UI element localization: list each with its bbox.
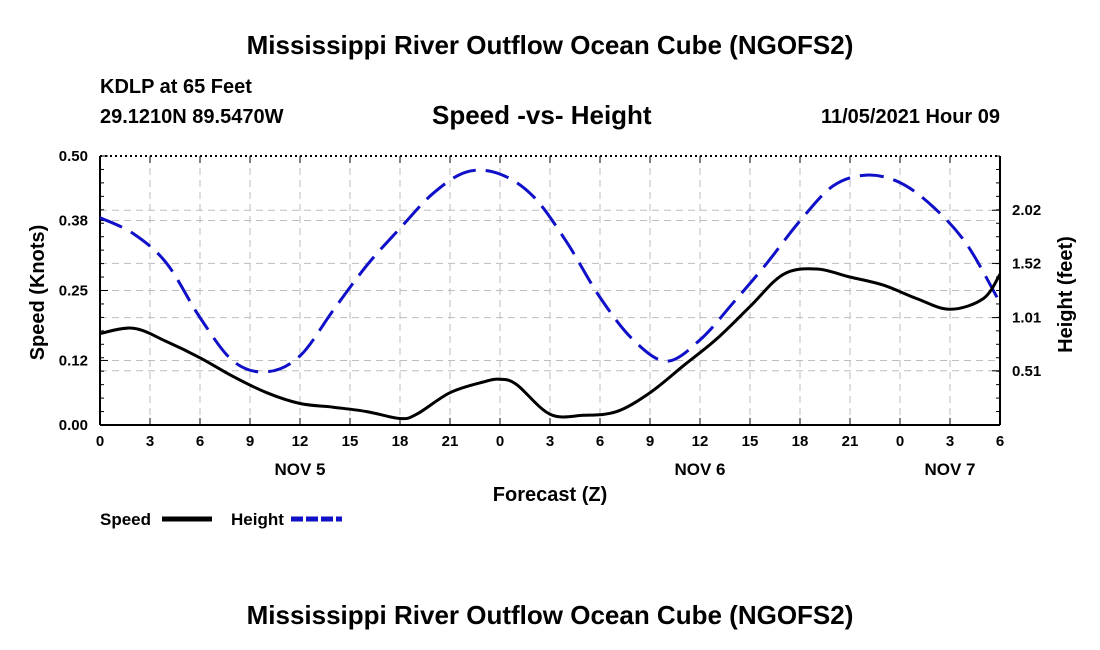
x-date-label: NOV 5 <box>274 460 325 479</box>
chart-subtitle: Speed -vs- Height <box>432 100 652 130</box>
x-tick-label: 18 <box>392 433 409 450</box>
x-date-label: NOV 6 <box>674 460 725 479</box>
x-tick-label: 0 <box>496 433 504 450</box>
y-tick-label-right: 1.52 <box>1012 255 1041 272</box>
y-tick-label-right: 2.02 <box>1012 202 1041 219</box>
x-tick-label: 9 <box>646 433 654 450</box>
main-title: Mississippi River Outflow Ocean Cube (NG… <box>246 30 854 60</box>
x-tick-label: 6 <box>596 433 604 450</box>
x-tick-label: 12 <box>692 433 709 450</box>
x-tick-label: 15 <box>742 433 759 450</box>
y-tick-label-left: 0.38 <box>59 213 88 230</box>
y-tick-label-left: 0.12 <box>59 352 88 369</box>
speed-height-chart: 0 3 6 9 12 15 18 21 0 3 6 9 12 15 18 21 0 3 6 0.00 0.12 0.25 0… <box>27 148 1077 529</box>
x-tick-label: 15 <box>342 433 359 450</box>
series-line-height <box>99 168 1002 374</box>
station-label: KDLP at 65 Feet <box>100 76 252 98</box>
x-tick-label: 9 <box>246 433 254 450</box>
x-tick-label: 3 <box>546 433 554 450</box>
x-tick-label: 21 <box>442 433 459 450</box>
y-axis-title-right: Height (feet) <box>1055 236 1077 353</box>
legend-label-height: Height <box>231 510 284 529</box>
station-coordinates: 29.1210N 89.5470W <box>100 106 284 128</box>
y-tick-label-left: 0.25 <box>59 283 88 300</box>
footer-title: Mississippi River Outflow Ocean Cube (NG… <box>246 600 854 630</box>
y-tick-label-left: 0.00 <box>59 417 88 434</box>
x-date-label: NOV 7 <box>924 460 975 479</box>
x-tick-label: 18 <box>792 433 809 450</box>
y-axis-title-left: Speed (Knots) <box>27 225 49 361</box>
x-tick-label: 6 <box>196 433 204 450</box>
legend-label-speed: Speed <box>100 510 151 529</box>
x-axis-title: Forecast (Z) <box>493 484 607 506</box>
x-tick-label: 3 <box>946 433 954 450</box>
forecast-datetime: 11/05/2021 Hour 09 <box>820 106 1000 128</box>
x-tick-label: 21 <box>842 433 859 450</box>
y-tick-label-left: 0.50 <box>59 148 88 165</box>
x-tick-label: 6 <box>996 433 1004 450</box>
x-tick-label: 0 <box>96 433 104 450</box>
series-line-speed <box>99 267 1002 421</box>
x-tick-label: 0 <box>896 433 904 450</box>
y-tick-label-right: 0.51 <box>1012 363 1041 380</box>
x-tick-label: 3 <box>146 433 154 450</box>
x-tick-label: 12 <box>292 433 309 450</box>
y-tick-label-right: 1.01 <box>1012 310 1041 327</box>
